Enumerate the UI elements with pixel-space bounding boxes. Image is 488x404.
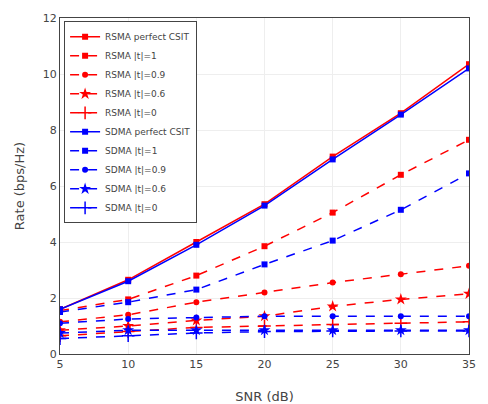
- svg-text:25: 25: [326, 358, 340, 371]
- svg-text:2: 2: [50, 292, 57, 305]
- svg-text:RSMA perfect CSIT: RSMA perfect CSIT: [105, 32, 189, 42]
- svg-text:SDMA |t|=0.6: SDMA |t|=0.6: [105, 184, 166, 194]
- svg-text:35: 35: [462, 358, 476, 371]
- svg-text:RSMA |t|=1: RSMA |t|=1: [105, 51, 157, 61]
- svg-text:RSMA |t|=0: RSMA |t|=0: [105, 108, 157, 118]
- svg-text:SDMA |t|=0: SDMA |t|=0: [105, 203, 158, 213]
- svg-text:Rate (bps/Hz): Rate (bps/Hz): [12, 142, 27, 230]
- svg-text:RSMA |t|=0.6: RSMA |t|=0.6: [105, 89, 165, 99]
- svg-text:SDMA |t|=1: SDMA |t|=1: [105, 146, 157, 156]
- svg-text:6: 6: [50, 180, 57, 193]
- svg-text:SDMA |t|=0.9: SDMA |t|=0.9: [105, 165, 166, 175]
- svg-text:12: 12: [43, 12, 57, 25]
- svg-text:5: 5: [57, 358, 64, 371]
- svg-text:4: 4: [50, 236, 57, 249]
- svg-text:30: 30: [394, 358, 408, 371]
- svg-text:SDMA perfect CSIT: SDMA perfect CSIT: [105, 127, 190, 137]
- svg-text:RSMA |t|=0.9: RSMA |t|=0.9: [105, 70, 165, 80]
- svg-text:SNR (dB): SNR (dB): [235, 389, 293, 404]
- svg-text:8: 8: [50, 124, 57, 137]
- svg-text:10: 10: [121, 358, 135, 371]
- svg-text:20: 20: [258, 358, 272, 371]
- svg-text:10: 10: [43, 68, 57, 81]
- svg-text:0: 0: [50, 348, 57, 361]
- svg-text:15: 15: [189, 358, 203, 371]
